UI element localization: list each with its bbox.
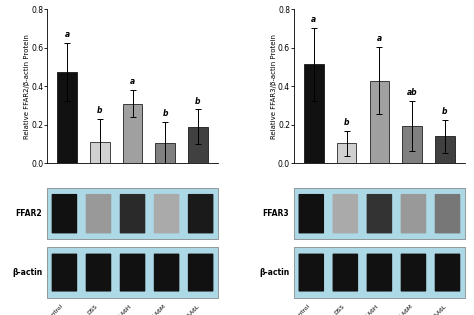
Text: DSS+BAA6H: DSS+BAA6H [349, 303, 379, 315]
Text: β-actin: β-actin [259, 268, 289, 277]
FancyBboxPatch shape [299, 254, 324, 292]
Text: b: b [97, 106, 102, 115]
FancyBboxPatch shape [86, 254, 111, 292]
Bar [370, 81, 389, 163]
FancyBboxPatch shape [120, 254, 146, 292]
FancyBboxPatch shape [401, 254, 426, 292]
Text: b: b [344, 118, 349, 127]
Text: a: a [130, 77, 135, 86]
Text: b: b [163, 109, 168, 118]
Bar [123, 104, 142, 163]
Bar [155, 143, 175, 163]
Bar [47, 247, 218, 298]
Text: b: b [442, 107, 447, 116]
FancyBboxPatch shape [333, 254, 358, 292]
Text: FFAR2: FFAR2 [16, 209, 42, 218]
FancyBboxPatch shape [154, 254, 179, 292]
Text: a: a [64, 30, 70, 39]
Text: DSS+BAA6L: DSS+BAA6L [172, 303, 201, 315]
Bar [90, 142, 109, 163]
Bar [294, 188, 465, 239]
FancyBboxPatch shape [333, 194, 358, 233]
Bar [294, 247, 465, 298]
Bar [402, 126, 422, 163]
Text: a: a [311, 15, 317, 24]
Text: β-actin: β-actin [12, 268, 42, 277]
Text: b: b [195, 97, 201, 106]
FancyBboxPatch shape [188, 254, 213, 292]
Text: DSS+BAA6M: DSS+BAA6M [383, 303, 413, 315]
Bar [337, 143, 356, 163]
Bar [435, 136, 455, 163]
Text: Control: Control [46, 303, 64, 315]
Bar [47, 188, 218, 239]
FancyBboxPatch shape [401, 194, 426, 233]
FancyBboxPatch shape [299, 194, 324, 233]
Bar [57, 72, 77, 163]
Text: DSS+BAA6L: DSS+BAA6L [419, 303, 447, 315]
Bar [304, 64, 324, 163]
Y-axis label: Relative FFAR3/β-actin Protein: Relative FFAR3/β-actin Protein [271, 34, 277, 139]
Bar [188, 127, 208, 163]
Text: DSS: DSS [333, 303, 346, 315]
Text: Control: Control [293, 303, 311, 315]
Text: DSS+BAA6M: DSS+BAA6M [136, 303, 166, 315]
Text: a: a [377, 34, 382, 43]
FancyBboxPatch shape [52, 194, 77, 233]
Text: DSS: DSS [86, 303, 99, 315]
FancyBboxPatch shape [435, 194, 460, 233]
FancyBboxPatch shape [154, 194, 179, 233]
FancyBboxPatch shape [86, 194, 111, 233]
FancyBboxPatch shape [188, 194, 213, 233]
Y-axis label: Relative FFAR2/β-actin Protein: Relative FFAR2/β-actin Protein [24, 34, 30, 139]
FancyBboxPatch shape [435, 254, 460, 292]
Text: ab: ab [407, 88, 418, 97]
FancyBboxPatch shape [120, 194, 146, 233]
Text: DSS+BAA6H: DSS+BAA6H [103, 303, 133, 315]
Text: FFAR3: FFAR3 [263, 209, 289, 218]
FancyBboxPatch shape [366, 254, 392, 292]
FancyBboxPatch shape [52, 254, 77, 292]
FancyBboxPatch shape [366, 194, 392, 233]
